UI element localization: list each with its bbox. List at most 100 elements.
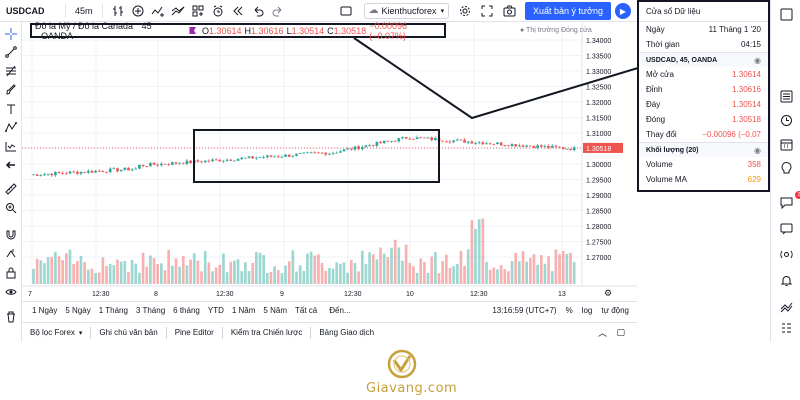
fullscreen-icon[interactable] (479, 3, 495, 19)
object-tree-icon[interactable] (778, 320, 794, 336)
axis-settings-icon: ⚙ (604, 289, 612, 299)
tab-pine-editor[interactable]: Pine Editor (174, 328, 214, 337)
eye-icon[interactable]: ◉ (754, 55, 761, 65)
range-5y[interactable]: 5 Năm (263, 306, 287, 315)
camera-icon[interactable] (501, 3, 517, 19)
lock-icon[interactable] (3, 265, 19, 281)
row-value: 1.30614 (732, 70, 761, 79)
prediction-icon[interactable] (3, 138, 19, 154)
play-icon[interactable]: ▶ (615, 3, 631, 19)
zoom-in-icon[interactable] (3, 200, 19, 216)
goto-date-button[interactable]: Đến... (329, 306, 351, 315)
volume-bar (39, 260, 43, 284)
candle-body (459, 139, 463, 141)
volume-bar (273, 266, 276, 284)
watchlist-icon[interactable] (778, 88, 794, 104)
candle-body (269, 155, 273, 157)
fib-retracement-icon[interactable] (3, 63, 19, 79)
ideas-bulb-icon[interactable] (778, 160, 794, 176)
volume-bar (390, 247, 393, 284)
candle-body (255, 157, 258, 159)
magnet-icon[interactable] (3, 227, 19, 243)
candle-body (550, 145, 554, 148)
maximize-icon[interactable]: ▢ (616, 327, 625, 337)
range-1d[interactable]: 1 Ngày (32, 306, 58, 315)
trend-line-icon[interactable] (3, 44, 19, 60)
undo-icon[interactable] (250, 3, 266, 19)
tab-text-notes[interactable]: Ghi chú văn bản (99, 328, 158, 337)
volume-bar (181, 256, 185, 284)
volume-bar (240, 271, 244, 284)
settings-gear-icon[interactable] (457, 3, 473, 19)
hotlist-icon[interactable] (778, 298, 794, 314)
layout-icon[interactable] (338, 3, 354, 19)
pattern-icon[interactable] (3, 119, 19, 135)
cloud-save-button[interactable]: ☁ Kienthucforex ▾ (363, 2, 450, 19)
chat-icon[interactable]: 2 (778, 191, 800, 210)
add-compare-icon[interactable] (130, 3, 146, 19)
time-range-bar: 1 Ngày 5 Ngày 1 Tháng 3 Tháng 6 tháng YT… (22, 301, 637, 319)
candle-body (477, 142, 481, 144)
candle-body (105, 171, 108, 173)
tab-divider (221, 326, 223, 339)
publish-idea-button[interactable]: Xuất bản ý tưởng (525, 2, 611, 20)
price-chart[interactable]: 1.34000 1.33500 1.33000 1.32500 1.32000 1.315… (22, 22, 637, 300)
candle-body (251, 156, 255, 159)
interval-button[interactable]: 45m (75, 5, 93, 16)
volume-bar (328, 267, 331, 284)
tab-strategy-tester[interactable]: Kiểm tra Chiến lược (230, 328, 303, 337)
bar-style-icon[interactable] (110, 3, 126, 19)
volume-bar (532, 254, 536, 284)
replay-icon[interactable] (230, 3, 246, 19)
alert-clock-icon[interactable] (210, 3, 226, 19)
crosshair-icon[interactable] (3, 26, 19, 42)
date-value: 11 Tháng 1 '20 (708, 25, 761, 34)
symbol-search[interactable]: USDCAD (6, 5, 45, 16)
calendar-icon[interactable] (778, 136, 794, 152)
time-tick-label: 13 (558, 291, 566, 298)
range-3m[interactable]: 3 Tháng (135, 306, 166, 315)
lock-drawings-icon[interactable] (3, 246, 19, 262)
data-window-icon[interactable] (778, 6, 794, 22)
price-tick-label: 1.28000 (586, 224, 611, 231)
messages-icon[interactable] (778, 220, 794, 236)
eye-icon[interactable]: ◉ (754, 145, 761, 155)
percent-scale-toggle[interactable]: % (565, 306, 573, 315)
redo-icon[interactable] (270, 3, 286, 19)
collapse-icon[interactable]: ︿ (597, 328, 607, 338)
text-tool-icon[interactable] (3, 101, 19, 117)
flag-icon[interactable] (189, 27, 196, 34)
log-scale-toggle[interactable]: log (581, 306, 593, 315)
streams-icon[interactable] (778, 246, 794, 262)
trash-icon[interactable] (3, 309, 19, 325)
tab-forex-screener[interactable]: Bộ lọc Forex ▾ (30, 328, 82, 337)
auto-scale-toggle[interactable]: tự động (601, 306, 629, 315)
top-toolbar: USDCAD 45m (0, 0, 637, 22)
time-tick-label: 10 (406, 291, 414, 298)
range-all[interactable]: Tất cả (294, 306, 318, 315)
range-1m[interactable]: 1 Tháng (98, 306, 128, 315)
brush-icon[interactable] (3, 82, 19, 98)
volume-bar (452, 266, 455, 284)
candle-body (368, 145, 371, 147)
volume-bar (529, 257, 532, 284)
back-arrow-icon[interactable] (3, 157, 19, 173)
candle-body (160, 163, 163, 166)
volume-bar (160, 263, 163, 284)
candle-body (236, 159, 240, 161)
price-tick-label: 1.32500 (586, 85, 611, 92)
ruler-icon[interactable] (3, 181, 19, 197)
range-ytd[interactable]: YTD (207, 306, 224, 315)
templates-icon[interactable] (190, 3, 206, 19)
candle-body (393, 140, 397, 142)
clock-display[interactable]: 13:16:59 (UTC+7) (492, 306, 557, 315)
range-1y[interactable]: 1 Năm (231, 306, 256, 315)
range-5d[interactable]: 5 Ngày (65, 306, 91, 315)
tab-trading-panel[interactable]: Bảng Giao dịch (319, 328, 375, 337)
eye-icon[interactable] (3, 284, 19, 300)
indicators-icon[interactable] (150, 3, 166, 19)
financials-icon[interactable] (170, 3, 186, 19)
notifications-bell-icon[interactable] (778, 272, 794, 288)
range-6m[interactable]: 6 tháng (173, 306, 200, 315)
alerts-clock-icon[interactable] (778, 112, 794, 128)
